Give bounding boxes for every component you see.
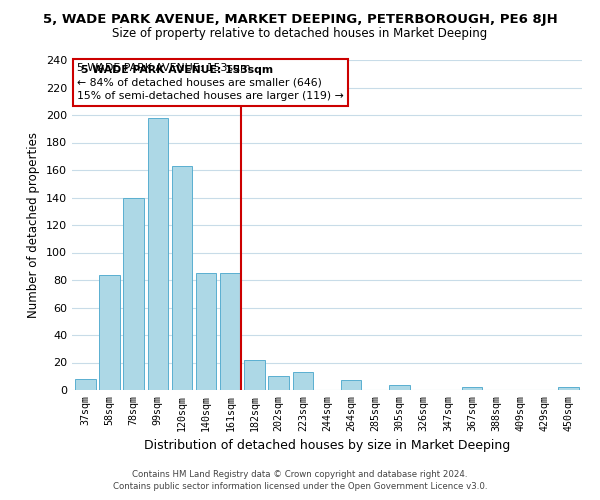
Bar (559, 387, 579, 390)
Bar (99, 274, 120, 390)
Bar (244, 360, 265, 390)
Bar (462, 387, 482, 390)
Bar (220, 273, 241, 390)
Bar (172, 166, 192, 390)
Bar (389, 384, 410, 390)
Text: Size of property relative to detached houses in Market Deeping: Size of property relative to detached ho… (112, 28, 488, 40)
Text: 5 WADE PARK AVENUE: 153sqm: 5 WADE PARK AVENUE: 153sqm (81, 64, 274, 74)
Text: 5 WADE PARK AVENUE: 153sqm
← 84% of detached houses are smaller (646)
15% of sem: 5 WADE PARK AVENUE: 153sqm ← 84% of deta… (77, 64, 344, 102)
Bar (268, 376, 289, 390)
Text: Contains public sector information licensed under the Open Government Licence v3: Contains public sector information licen… (113, 482, 487, 491)
Y-axis label: Number of detached properties: Number of detached properties (28, 132, 40, 318)
Text: Contains HM Land Registry data © Crown copyright and database right 2024.: Contains HM Land Registry data © Crown c… (132, 470, 468, 479)
Bar (75, 379, 95, 390)
Bar (341, 380, 361, 390)
X-axis label: Distribution of detached houses by size in Market Deeping: Distribution of detached houses by size … (144, 439, 510, 452)
Bar (124, 198, 144, 390)
Bar (148, 118, 168, 390)
Text: 5, WADE PARK AVENUE, MARKET DEEPING, PETERBOROUGH, PE6 8JH: 5, WADE PARK AVENUE, MARKET DEEPING, PET… (43, 12, 557, 26)
Bar (293, 372, 313, 390)
Bar (196, 273, 217, 390)
